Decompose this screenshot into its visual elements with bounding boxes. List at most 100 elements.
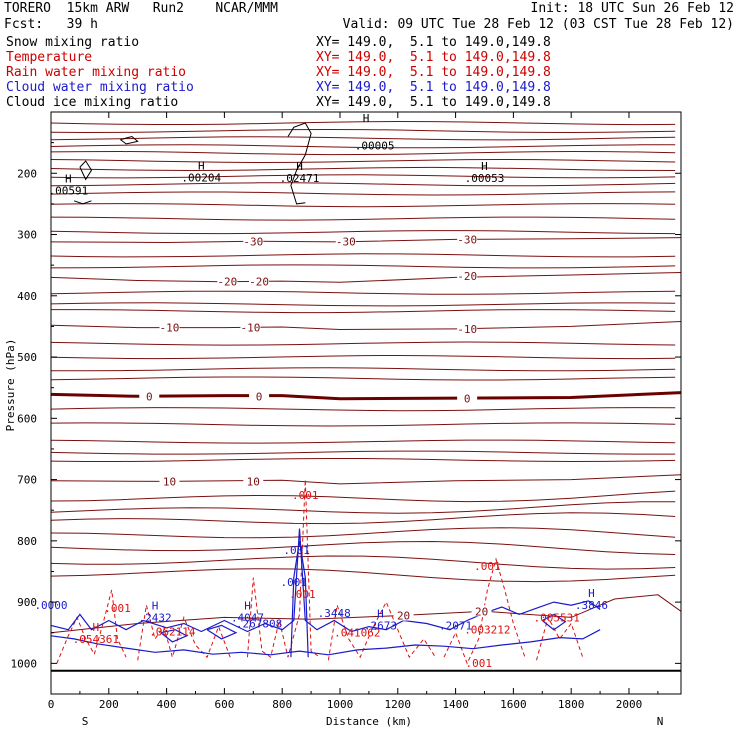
x-tick-label: 400 bbox=[157, 698, 177, 711]
extremum-value: .00204 bbox=[181, 172, 221, 185]
cloud-water-contour bbox=[160, 629, 189, 643]
isotherm-label-bg bbox=[335, 235, 356, 247]
legend-snow-xy: XY= 149.0, 5.1 to 149.0,149.8 bbox=[316, 35, 551, 50]
extremum-value: .005531 bbox=[534, 611, 580, 624]
valid-time: Valid: 09 UTC Tue 28 Feb 12 (03 CST Tue … bbox=[342, 17, 734, 32]
x-tick-label: 1400 bbox=[442, 698, 469, 711]
snow-contours bbox=[73, 122, 312, 205]
cloud-water-contour bbox=[541, 613, 567, 631]
isotherm-label: -20 bbox=[217, 276, 237, 289]
x-tick-label: 1600 bbox=[500, 698, 527, 711]
isotherm-line bbox=[50, 158, 676, 164]
extremum-marker: H bbox=[198, 160, 205, 173]
model-title: TORERO 15km ARW Run2 NCAR/MMM bbox=[4, 1, 278, 16]
isotherm-label: 0 bbox=[464, 393, 471, 406]
extremum-value: .00591 bbox=[48, 184, 88, 197]
cloud-water-contour bbox=[50, 629, 601, 656]
isotherm-line bbox=[50, 512, 676, 525]
rain-contours bbox=[56, 479, 584, 665]
isotherm--20 bbox=[50, 272, 682, 283]
snow-contour bbox=[73, 200, 92, 205]
isotherm-label-bg bbox=[243, 235, 264, 247]
legend-cloud-ice-xy: XY= 149.0, 5.1 to 149.0,149.8 bbox=[316, 95, 551, 110]
rain-contour bbox=[327, 600, 436, 661]
rain-contour bbox=[137, 605, 231, 661]
extremum-value: .041062 bbox=[334, 627, 380, 640]
rain-contour bbox=[536, 616, 584, 661]
isotherm-line bbox=[50, 150, 676, 156]
isotherm-label: -30 bbox=[457, 233, 477, 246]
isotherm-label-bg bbox=[217, 275, 238, 287]
snow-contour bbox=[79, 160, 93, 181]
isotherm-line bbox=[50, 290, 676, 295]
x-tick-label: 1800 bbox=[558, 698, 585, 711]
isotherm-line bbox=[50, 540, 676, 555]
legend-snow-name: Snow mixing ratio bbox=[6, 35, 140, 50]
isotherm-20 bbox=[50, 594, 682, 634]
y-tick-label: 400 bbox=[17, 290, 37, 303]
extremum-value: .3846 bbox=[575, 599, 608, 612]
y-tick-label: 600 bbox=[17, 412, 37, 425]
rain-label: .001 bbox=[292, 489, 319, 502]
extremum-value: .4047 bbox=[231, 611, 264, 624]
isotherm-label: -20 bbox=[249, 276, 269, 289]
extremum-value: .00053 bbox=[465, 172, 505, 185]
extremum-value: .00005 bbox=[355, 140, 395, 153]
extremum-value: .2071 bbox=[439, 619, 472, 632]
isotherm-line bbox=[50, 568, 676, 583]
isotherm-label: 0 bbox=[256, 390, 263, 403]
snow-contour bbox=[287, 122, 312, 205]
extremum-value: .3448 bbox=[318, 607, 351, 620]
cloud-water-contour bbox=[50, 528, 601, 633]
isotherm-line bbox=[50, 302, 676, 307]
isotherm-label-bg bbox=[457, 322, 478, 334]
isotherm-line bbox=[50, 458, 676, 463]
isotherm-line bbox=[50, 144, 676, 149]
contour-labels: -30 -30 -30 -20 -20 -20 -10 -10 -10 0 0 0 10 10 20 20 H H… bbox=[34, 112, 608, 670]
isotherm-line bbox=[50, 490, 676, 503]
x-tick-label: 600 bbox=[214, 698, 234, 711]
extremum-value: .02471 bbox=[280, 172, 320, 185]
extremum-value: .003212 bbox=[464, 624, 510, 637]
x-tick-label: 2000 bbox=[616, 698, 643, 711]
cloud-water-contours bbox=[50, 528, 601, 658]
x-axis-title: Distance (km) bbox=[326, 715, 412, 728]
isotherm-label-bg bbox=[249, 390, 270, 402]
south-end-label: S bbox=[82, 715, 89, 728]
y-tick-label: 200 bbox=[17, 167, 37, 180]
x-tick-label: 1200 bbox=[385, 698, 412, 711]
isotherm-label-bg bbox=[393, 609, 414, 621]
isotherm-line bbox=[50, 128, 676, 134]
isotherm-line bbox=[50, 166, 676, 172]
isotherm--10 bbox=[50, 321, 682, 331]
temperature-isotherms bbox=[50, 237, 682, 672]
x-tick-label: 0 bbox=[48, 698, 55, 711]
north-end-label: N bbox=[657, 715, 664, 728]
plot-frame bbox=[50, 111, 682, 695]
isotherm-label-bg bbox=[457, 392, 478, 404]
y-tick-label: 700 bbox=[17, 474, 37, 487]
legend-cloud-water-name: Cloud water mixing ratio bbox=[6, 80, 194, 95]
extremum-value: .2432 bbox=[138, 611, 171, 624]
x-tick-label: 800 bbox=[272, 698, 292, 711]
legend-temperature-xy: XY= 149.0, 5.1 to 149.0,149.8 bbox=[316, 50, 551, 65]
isotherm-label-bg bbox=[243, 475, 264, 487]
extremum-marker: H bbox=[296, 160, 303, 173]
extremum-marker: H bbox=[65, 172, 72, 185]
legend-cloud-water-xy: XY= 149.0, 5.1 to 149.0,149.8 bbox=[316, 80, 551, 95]
cloud-water-contour bbox=[290, 540, 309, 658]
extremum-marker: H bbox=[152, 599, 159, 612]
extremum-marker: H bbox=[377, 607, 384, 620]
isotherm-label: 20 bbox=[397, 610, 410, 623]
isotherm-label-bg bbox=[249, 275, 270, 287]
isotherm-label: 20 bbox=[475, 605, 488, 618]
isotherm-line bbox=[50, 450, 676, 455]
cloud-water-contour bbox=[206, 624, 238, 640]
isotherm-line bbox=[50, 264, 676, 269]
y-tick-label: 900 bbox=[17, 596, 37, 609]
extremum-marker: H bbox=[244, 599, 251, 612]
isotherm-label-bg bbox=[457, 270, 478, 282]
isotherm-label: 10 bbox=[163, 475, 176, 488]
isotherm-line bbox=[50, 203, 676, 208]
isotherm-line bbox=[50, 527, 676, 539]
